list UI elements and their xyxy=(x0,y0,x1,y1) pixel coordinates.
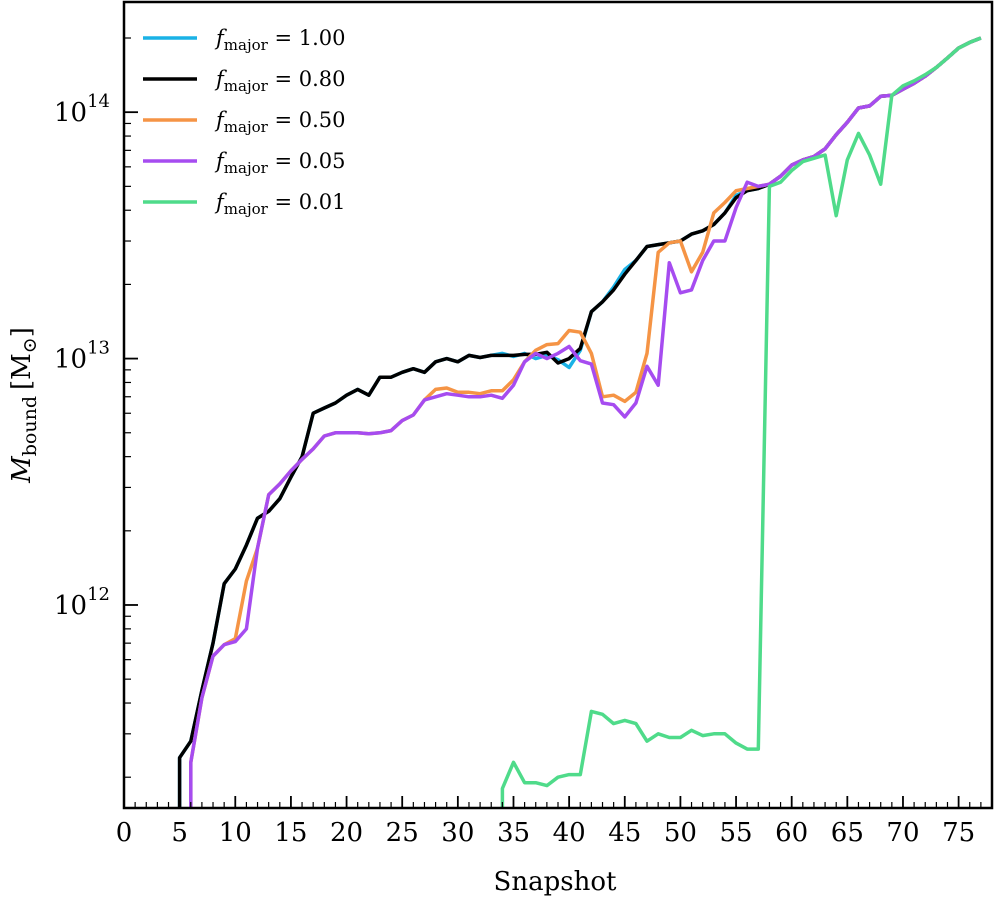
x-tick-label: 60 xyxy=(775,818,808,848)
x-tick-label: 5 xyxy=(171,818,188,848)
y-tick-label: 1012 xyxy=(54,584,110,621)
x-tick-label: 10 xyxy=(219,818,252,848)
plot-frame xyxy=(122,0,994,810)
series-line-3 xyxy=(189,36,982,808)
x-tick-label: 40 xyxy=(553,818,586,848)
y-tick-label: 1013 xyxy=(54,338,110,375)
legend-label-0: fmajor = 1.00 xyxy=(214,26,346,54)
x-tick-label: 70 xyxy=(886,818,919,848)
legend-label-1: fmajor = 0.80 xyxy=(214,67,346,95)
y-axis-title: Mbound[M⊙] xyxy=(7,327,41,484)
x-tick-label: 65 xyxy=(831,818,864,848)
series-layer xyxy=(177,36,982,808)
x-tick-label: 50 xyxy=(664,818,697,848)
x-tick-label: 25 xyxy=(386,818,419,848)
x-tick-label: 75 xyxy=(942,818,975,848)
legend: fmajor = 1.00 fmajor = 0.80 fmajor = 0.50 f… xyxy=(143,26,346,218)
x-tick-label: 55 xyxy=(720,818,753,848)
legend-label-3: fmajor = 0.05 xyxy=(214,149,346,177)
x-axis-title: Snapshot xyxy=(494,867,617,897)
legend-label-4: fmajor = 0.01 xyxy=(214,190,346,218)
x-tick-label: 15 xyxy=(274,818,307,848)
x-tick-label: 45 xyxy=(608,818,641,848)
series-line-4 xyxy=(500,36,982,808)
legend-label-2: fmajor = 0.50 xyxy=(214,108,346,136)
x-tick-label: 30 xyxy=(441,818,474,848)
y-tick-label: 1014 xyxy=(54,91,110,128)
x-tick-label: 35 xyxy=(497,818,530,848)
x-tick-label: 0 xyxy=(116,818,133,848)
tick-layer: 0 5 10 15 20 25 30 35 40 45 50 55 60 65 70 75 1012 1013 10… xyxy=(54,37,982,848)
x-tick-label: 20 xyxy=(330,818,363,848)
